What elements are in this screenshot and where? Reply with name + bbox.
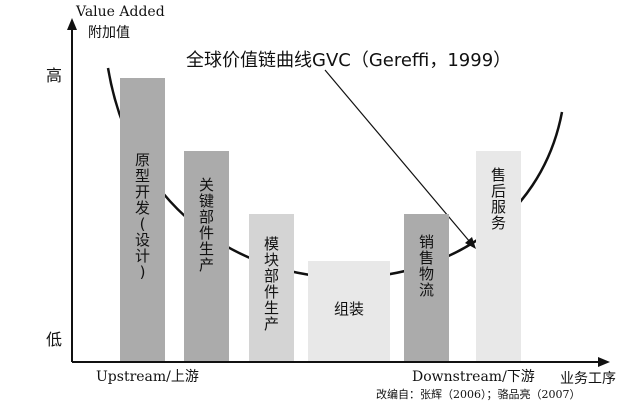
stage-bar-label: 原型开发(设计) [120,152,165,280]
stage-bar-label: 模块部件生产 [249,236,294,332]
stage-bar-label: 售后服务 [476,167,521,231]
source-note: 改编自：张辉（2006）；骆品亮（2007） [376,388,581,401]
y-level-low: 低 [46,330,63,349]
stage-bar-label-char: 组装 [333,300,364,319]
stage-bar: 销售物流 [404,214,449,361]
y-axis-label-zh: 附加值 [88,25,130,41]
x-axis-upstream-label: Upstream/上游 [96,369,199,385]
stage-bar-label-char: 计 [134,246,150,265]
stage-bar-label-char: 部 [263,267,279,286]
stage-bar-label-char: 生 [198,240,214,259]
stage-bar-label-char: 产 [198,256,214,275]
x-axis-arrow [598,357,610,367]
stage-bar: 模块部件生产 [249,214,294,361]
stage-bar-label-char: 售 [490,166,506,185]
y-level-high: 高 [46,66,63,85]
stage-bar-label: 关键部件生产 [184,177,229,273]
stage-bar-label: 销售物流 [404,234,449,298]
stage-bar-label-char: 服 [490,198,506,217]
stage-bar: 关键部件生产 [184,151,229,361]
stage-bar-label-char: 件 [263,283,279,302]
stage-bar-label-char: 部 [198,208,214,227]
stage-bar-label-char: ( [139,214,146,233]
stage-bar-label: 组装 [308,301,390,317]
y-axis-label-en: Value Added [76,4,165,20]
title-pointer-line [324,69,471,243]
y-axis-arrow [67,18,77,30]
stage-bar-label-char: 务 [490,214,506,233]
stage-bar-label-char: 原 [134,150,150,169]
x-axis-downstream-label: Downstream/下游 [412,369,535,385]
stage-bar: 原型开发(设计) [120,77,165,361]
stage-bar: 组装 [308,261,390,361]
stage-bar-label-char: 产 [263,315,279,334]
stage-bar-label-char: 后 [490,182,506,201]
title-pointer-arrowhead [465,237,476,249]
stage-bar-label-char: 键 [198,192,214,211]
stage-bar-label-char: 流 [418,281,434,300]
stage-bar: 售后服务 [476,151,521,361]
stage-bar-label-char: 块 [263,251,279,270]
chart-title: 全球价值链曲线GVC（Gereffi，1999） [186,50,512,71]
stage-bar-label-char: 售 [418,249,434,268]
stage-bar-label-char: ) [139,262,146,281]
stage-bar-label-char: 生 [263,299,279,318]
stage-bar-label-char: 型 [134,166,150,185]
stage-bar-label-char: 关 [198,176,214,195]
stage-bar-label-char: 发 [134,198,150,217]
stage-bar-label-char: 销 [418,233,434,252]
stage-bar-label-char: 件 [198,224,214,243]
stage-bar-label-char: 物 [418,265,434,284]
stage-bar-label-char: 模 [263,235,279,254]
x-axis-label: 业务工序 [560,371,616,387]
stage-bar-label-char: 设 [134,230,150,249]
stage-bar-label-char: 开 [134,182,150,201]
